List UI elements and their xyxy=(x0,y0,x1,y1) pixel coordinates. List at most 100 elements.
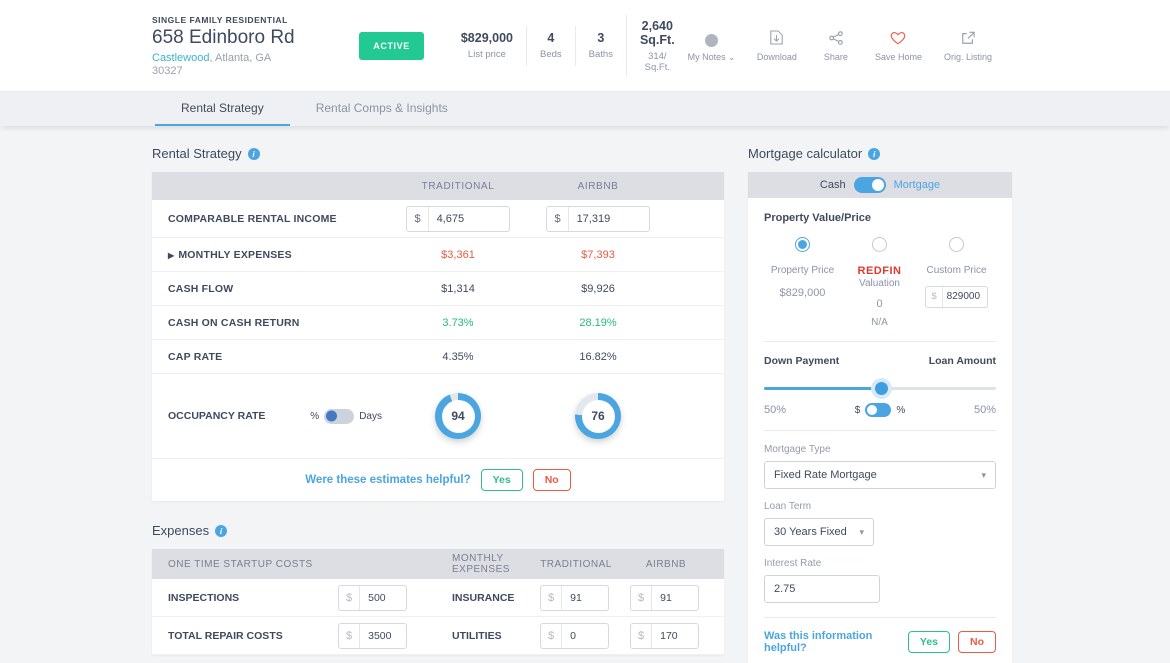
cap-rate-traditional: 4.35% xyxy=(442,350,474,363)
custom-price-radio[interactable] xyxy=(949,237,964,252)
row-monthly-expenses: ▶ MONTHLY EXPENSES $3,361 $7,393 xyxy=(152,238,724,272)
switch-knob xyxy=(871,179,884,191)
cash-mortgage-toggle-bar: Cash Mortgage xyxy=(748,172,1012,198)
row-comparable-rental-income: COMPARABLE RENTAL INCOME $ $ xyxy=(152,200,724,238)
monthly-expenses-label[interactable]: ▶ MONTHLY EXPENSES xyxy=(168,249,388,261)
beds-value: 4 xyxy=(547,31,555,45)
custom-price-input[interactable] xyxy=(942,291,987,302)
down-payment-label: Down Payment xyxy=(764,355,840,367)
currency-prefix: $ xyxy=(339,623,361,648)
price-per-sqft: 314/ Sq.Ft. xyxy=(644,50,670,73)
estimates-yes-button[interactable]: Yes xyxy=(480,469,523,491)
baths-value: 3 xyxy=(597,31,605,45)
inspections-input[interactable] xyxy=(360,591,407,604)
expenses-section: Expenses i ONE TIME STARTUP COSTS MONTHL… xyxy=(152,523,724,655)
loan-amount-percent: 50% xyxy=(973,404,996,416)
download-button[interactable]: Download xyxy=(757,29,797,62)
info-icon[interactable]: i xyxy=(215,524,228,537)
percent-option[interactable]: % xyxy=(310,410,320,422)
cash-on-cash-traditional: 3.73% xyxy=(442,316,474,329)
total-repair-costs-input[interactable] xyxy=(360,629,407,642)
cash-flow-label: CASH FLOW xyxy=(168,282,234,295)
slider-handle[interactable] xyxy=(875,381,889,395)
baths-label: Baths xyxy=(588,49,613,60)
stat-beds: 4 Beds xyxy=(526,25,575,66)
dollar-option[interactable]: $ xyxy=(854,404,861,416)
currency-prefix: $ xyxy=(541,623,563,648)
custom-price-option-label: Custom Price xyxy=(926,265,987,276)
cash-option[interactable]: Cash xyxy=(819,179,846,191)
external-link-icon xyxy=(961,31,975,47)
down-payment-slider[interactable] xyxy=(764,380,996,396)
percent-days-switch[interactable] xyxy=(324,408,355,424)
orig-listing-button[interactable]: Orig. Listing xyxy=(944,30,992,62)
monthly-expenses-airbnb: $7,393 xyxy=(581,248,615,261)
cash-mortgage-switch[interactable] xyxy=(853,177,886,193)
mortgage-type-select[interactable]: Fixed Rate Mortgage ▾ xyxy=(764,461,996,489)
dollar-percent-switch[interactable] xyxy=(865,403,892,417)
share-icon xyxy=(829,30,843,47)
mortgage-feedback-question: Was this information helpful? xyxy=(764,630,873,654)
mortgage-option[interactable]: Mortgage xyxy=(893,179,941,191)
property-value-price-label: Property Value/Price xyxy=(764,212,871,224)
income-traditional-input[interactable] xyxy=(428,212,509,225)
caret-down-icon: ▾ xyxy=(859,526,864,537)
save-home-label: Save Home xyxy=(874,51,922,62)
utilities-traditional-input[interactable] xyxy=(562,629,609,642)
sqft-value: 2,640 Sq.Ft. xyxy=(639,18,675,47)
custom-price-input-group: $ xyxy=(925,284,988,309)
neighborhood-link[interactable]: Castlewood xyxy=(152,51,210,64)
property-price-radio[interactable] xyxy=(795,237,810,252)
cap-rate-label: CAP RATE xyxy=(168,350,223,363)
option-property-price: Property Price $829,000 xyxy=(764,237,841,328)
redfin-valuation-value: 0 xyxy=(876,298,883,310)
income-airbnb-input[interactable] xyxy=(568,212,649,225)
loan-term-select[interactable]: 30 Years Fixed ▾ xyxy=(764,518,874,546)
estimates-no-button[interactable]: No xyxy=(532,469,571,491)
tab-rental-comps[interactable]: Rental Comps & Insights xyxy=(315,101,448,115)
slider-fill xyxy=(764,386,883,390)
total-repair-costs-label: TOTAL REPAIR COSTS xyxy=(168,629,283,642)
utilities-airbnb-input[interactable] xyxy=(652,629,699,642)
days-option[interactable]: Days xyxy=(359,410,382,422)
notes-circle-icon xyxy=(704,33,718,47)
percent-option[interactable]: % xyxy=(896,404,906,416)
save-home-button[interactable]: Save Home xyxy=(875,30,922,62)
rental-strategy-title: Rental Strategy i xyxy=(152,146,724,161)
expenses-title-text: Expenses xyxy=(152,523,210,538)
price-source-options: Property Price $829,000 REDFIN Valuation… xyxy=(764,237,996,328)
share-button[interactable]: Share xyxy=(819,30,853,62)
mortgage-yes-button[interactable]: Yes xyxy=(907,631,950,653)
dollar-percent-toggle: $ % xyxy=(855,403,905,417)
rental-strategy-header-row: TRADITIONAL AIRBNB xyxy=(152,172,724,200)
monthly-expenses-traditional: $3,361 xyxy=(441,248,475,261)
currency-prefix: $ xyxy=(631,623,653,648)
monthly-expenses-header: MONTHLY EXPENSES xyxy=(452,553,510,575)
list-price-value: $829,000 xyxy=(460,31,513,45)
mortgage-no-button[interactable]: No xyxy=(958,631,996,653)
currency-prefix: $ xyxy=(339,585,361,610)
mortgage-calculator-card: Cash Mortgage Property Value/Price Prope… xyxy=(748,172,1012,663)
stat-baths: 3 Baths xyxy=(574,25,626,66)
tab-bar: Rental Strategy Rental Comps & Insights xyxy=(0,92,1170,126)
cash-on-cash-label: CASH ON CASH RETURN xyxy=(168,316,300,329)
mortgage-calculator-title-text: Mortgage calculator xyxy=(748,146,863,161)
info-icon[interactable]: i xyxy=(247,147,260,160)
tab-rental-strategy[interactable]: Rental Strategy xyxy=(155,92,290,126)
currency-prefix: $ xyxy=(407,206,429,231)
insurance-airbnb-input[interactable] xyxy=(652,591,699,604)
interest-rate-input[interactable] xyxy=(764,575,880,603)
currency-prefix: $ xyxy=(926,284,943,309)
info-icon[interactable]: i xyxy=(868,147,881,160)
my-notes-button[interactable]: My Notes ⌄ xyxy=(688,30,735,62)
share-label: Share xyxy=(823,51,848,62)
redfin-logo: REDFIN xyxy=(857,265,902,277)
redfin-valuation-radio[interactable] xyxy=(872,237,887,252)
expenses-row-1: INSPECTIONS $ INSURANCE $ xyxy=(152,579,724,617)
insurance-traditional-input[interactable] xyxy=(562,591,609,604)
stat-sqft: 2,640 Sq.Ft. 314/ Sq.Ft. xyxy=(625,14,688,77)
cap-rate-airbnb: 16.82% xyxy=(579,350,617,363)
expenses-row-2: TOTAL REPAIR COSTS $ UTILITIES $ xyxy=(152,617,724,655)
mortgage-calculator-title: Mortgage calculator i xyxy=(748,146,1012,161)
property-price-option-label: Property Price xyxy=(770,265,835,276)
